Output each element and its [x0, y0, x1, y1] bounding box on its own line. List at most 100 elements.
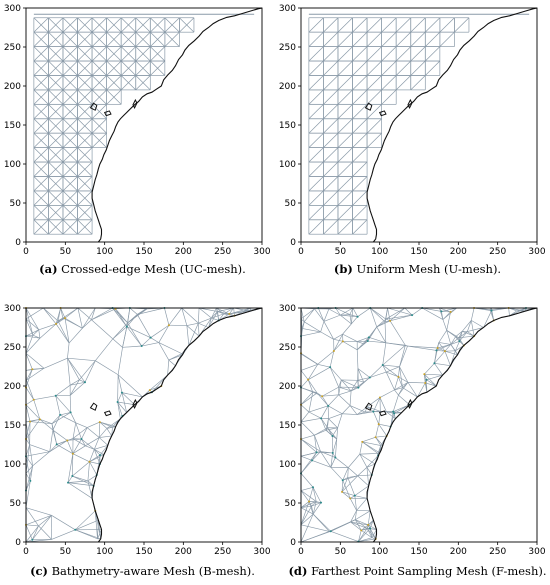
mesh-edge [350, 521, 362, 531]
mesh-edge [217, 311, 230, 315]
mesh-edge [489, 309, 495, 321]
mesh-edge [320, 418, 328, 428]
mesh-edge [354, 495, 357, 511]
mesh-edge [355, 519, 369, 526]
mesh-edge [337, 413, 343, 428]
mesh-edge [33, 161, 49, 177]
mesh-edge [354, 485, 369, 496]
mesh-edge [352, 147, 368, 163]
mesh-edge [327, 394, 339, 407]
mesh-edge [462, 330, 475, 337]
mesh-edge [38, 323, 57, 331]
mesh-edge [300, 501, 310, 508]
mesh-edge [358, 530, 362, 542]
mesh-edge [347, 477, 356, 496]
mesh-edge [301, 321, 305, 329]
mesh-edge [67, 358, 71, 386]
mesh-edge [150, 60, 166, 76]
mesh-edge [394, 387, 403, 391]
mesh-edge [337, 205, 353, 221]
mesh-edge [375, 436, 384, 446]
mesh-edge [106, 426, 113, 429]
mesh-edge [312, 501, 317, 515]
mesh-node [353, 494, 356, 497]
mesh-edge [91, 75, 107, 91]
x-tick-label: 300 [253, 547, 270, 557]
mesh-edge [303, 308, 315, 322]
mesh-node [32, 398, 35, 401]
mesh-node [425, 378, 428, 381]
mesh-edge [355, 519, 362, 531]
mesh-edge [304, 321, 321, 333]
x-tick-label: 150 [135, 247, 152, 257]
mesh-edges [300, 307, 538, 543]
mesh-edge [168, 353, 182, 361]
mesh-edge [450, 337, 460, 345]
mesh-edge [91, 60, 107, 76]
mesh-edge [91, 17, 107, 33]
mesh-plot-a: 0 50 100 150 200 250 300 0 50 100 150 200 250 300 [4, 4, 271, 257]
mesh-edge [25, 524, 39, 527]
y-tick-label: 250 [4, 43, 21, 53]
mesh-edge [439, 307, 451, 313]
mesh-edge [25, 335, 34, 354]
mesh-edge [75, 529, 98, 540]
mesh-edge [198, 322, 209, 328]
mesh-node [311, 459, 314, 462]
mesh-edge [121, 392, 128, 413]
mesh-edge [366, 463, 376, 468]
mesh-edge [233, 307, 235, 316]
mesh-edge [25, 421, 30, 445]
mesh-edge [366, 467, 369, 486]
mesh-edge [329, 367, 340, 388]
mesh-edge [120, 31, 136, 47]
mesh-node [378, 396, 381, 399]
mesh-edge [33, 17, 49, 33]
mesh-edge [363, 377, 370, 383]
mesh-node [71, 452, 74, 455]
mesh-edge [307, 379, 318, 394]
mesh-node [67, 481, 70, 484]
mesh-edge [150, 31, 166, 47]
mesh-edge [48, 46, 64, 62]
mesh-edge [368, 337, 386, 344]
mesh-edge [357, 337, 369, 342]
mesh-edge [48, 118, 64, 134]
mesh-edge [425, 17, 441, 33]
mesh-edge [150, 337, 159, 343]
mesh-edge [385, 371, 395, 391]
mesh-edge [89, 449, 95, 462]
mesh-edge [337, 219, 353, 235]
mesh-edge [158, 325, 170, 343]
mesh-edge [198, 307, 200, 324]
mesh-edge [361, 528, 371, 531]
mesh-edge [323, 321, 334, 340]
mesh-edge [352, 31, 368, 47]
mesh-edge [77, 176, 93, 192]
mesh-edge [385, 342, 406, 346]
mesh-plot-d: 0 50 100 150 200 250 300 0 50 100 150 200 250 300 [279, 304, 546, 557]
mesh-edge [300, 513, 314, 526]
mesh-edge [337, 31, 353, 47]
mesh-edge [381, 17, 397, 33]
mesh-edge [407, 382, 418, 398]
mesh-edge [300, 411, 310, 423]
mesh-edge [55, 395, 71, 413]
mesh-edge [300, 524, 330, 532]
mesh-edge [354, 495, 368, 499]
mesh-edge [99, 421, 116, 427]
mesh-edge [390, 411, 394, 427]
mesh-edge [33, 89, 49, 105]
mesh-edge [348, 453, 361, 468]
mesh-edge [62, 118, 78, 134]
mesh-edge [198, 317, 212, 324]
mesh-edge [25, 473, 31, 482]
mesh-node [329, 530, 332, 533]
mesh-edge [25, 352, 45, 369]
mesh-edge [39, 419, 53, 424]
mesh-edge [127, 308, 148, 324]
mesh-edge [300, 353, 318, 365]
mesh-edge [394, 382, 409, 391]
mesh-edge [358, 538, 376, 542]
mesh-edge [359, 453, 378, 455]
